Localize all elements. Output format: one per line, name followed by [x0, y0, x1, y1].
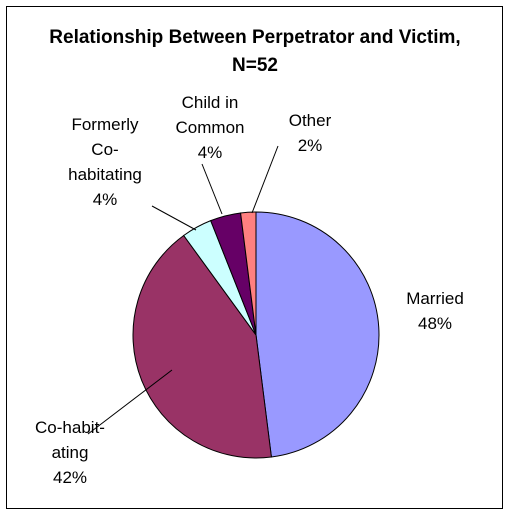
- category-label: Formerly Co- habitating: [68, 115, 142, 184]
- category-label: Co-habit- ating: [35, 418, 105, 462]
- slice-label: Co-habit- ating 42%: [20, 415, 120, 490]
- pie-slice: [255, 211, 380, 458]
- leader-line: [201, 163, 223, 215]
- slice-label-box: Married 48%: [380, 286, 490, 336]
- title-box: Relationship Between Perpetrator and Vic…: [49, 27, 461, 76]
- leader-line: [87, 369, 173, 435]
- value-label: 4%: [197, 143, 223, 162]
- slice-label: Child in Common 4%: [160, 90, 260, 165]
- pie-slice: [132, 234, 272, 459]
- slice-label: Formerly Co- habitating 4%: [45, 112, 165, 212]
- value-label: 2%: [297, 136, 323, 155]
- slice-label-box: Child in Common 4%: [160, 90, 260, 165]
- chart-title: Relationship Between Perpetrator and Vic…: [49, 27, 461, 76]
- value-label: 42%: [52, 468, 88, 487]
- value-label: 4%: [92, 190, 118, 209]
- slice-label: Other 2%: [270, 108, 350, 158]
- slice-label-box: Other 2%: [270, 108, 350, 158]
- leader-line: [151, 205, 197, 231]
- pie-slice: [240, 211, 257, 336]
- category-label: Child in Common: [175, 93, 245, 137]
- slice-label-box: Co-habit- ating 42%: [20, 415, 120, 490]
- category-label: Other: [288, 111, 332, 130]
- leader-line: [251, 145, 279, 214]
- value-label: 48%: [417, 314, 453, 333]
- category-label: Married: [406, 289, 464, 308]
- slice-label-box: Formerly Co- habitating 4%: [45, 112, 165, 212]
- slice-label: Married 48%: [380, 286, 490, 336]
